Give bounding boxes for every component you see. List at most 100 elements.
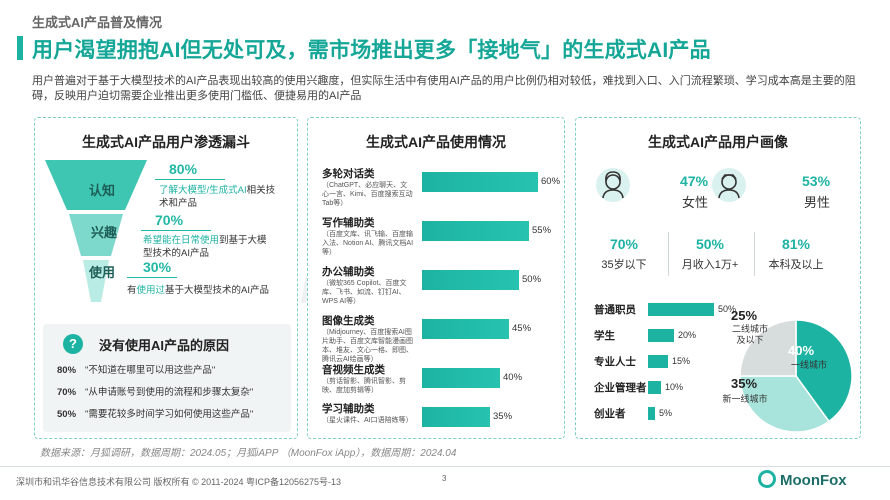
usage-bar-label: 60%	[541, 176, 561, 187]
usage-bar-label: 40%	[503, 372, 523, 383]
funnel-desc-usage: 有使用过基于大模型技术的AI产品	[127, 284, 297, 297]
occupation-name: 普通职员	[594, 304, 636, 316]
occupation-name: 企业管理者	[594, 382, 647, 394]
reasons-title: 没有使用AI产品的原因	[99, 338, 230, 353]
title-accent-bar	[17, 36, 23, 60]
stat-age-label: 35岁以下	[601, 259, 647, 271]
pie-pct-new-first-tier: 35%	[731, 376, 758, 391]
funnel-graphic	[45, 160, 147, 302]
page-number: 3	[442, 474, 447, 483]
stat-divider	[754, 232, 755, 276]
stat-age-value: 70%	[609, 236, 639, 252]
pie-slice-second-tier	[739, 319, 797, 377]
usage-bar	[422, 221, 529, 241]
usage-bar-label: 55%	[532, 225, 552, 236]
usage-panel: 生成式AI产品使用情况 多轮对话类 （ChatGPT、必应聊天、文心一言、Kimi…	[307, 117, 565, 439]
footer-copyright: 深圳市和讯华谷信息技术有限公司 版权所有 © 2011-2024 粤ICP备12…	[16, 477, 342, 487]
usage-bar-label: 50%	[522, 274, 542, 285]
male-pct: 53%	[802, 173, 831, 189]
usage-item-name: 多轮对话类	[322, 168, 375, 180]
usage-item-name: 音视频生成类	[322, 364, 385, 376]
usage-bar	[422, 270, 519, 290]
usage-item-examples: （剪话智影、腾讯智影、剪映、度加剪辑等）	[322, 378, 406, 394]
funnel-desc-rest: 相关技术和产品	[159, 185, 276, 209]
stat-edu-label: 本科及以上	[768, 259, 824, 271]
reason-text: "不知道在哪里可以用这些产品"	[85, 365, 216, 376]
funnel-desc-awareness: 了解大模型/生成式AI相关技术和产品	[159, 184, 277, 210]
moonfox-logo: MoonFox	[758, 470, 847, 489]
usage-item-name: 办公辅助类	[322, 266, 375, 278]
male-user-icon	[712, 168, 746, 202]
occupation-bar	[648, 355, 668, 368]
stat-income-label: 月收入1万+	[681, 259, 739, 271]
data-source: 数据来源：月狐调研，数据周期：2024.05；月狐iAPP （MoonFox i…	[40, 448, 457, 459]
usage-item-examples: （Midjourney、百度搜索AI图片助手、百度文库智能漫画图本、堆友、文心一…	[322, 329, 413, 363]
stat-income-value: 50%	[695, 236, 725, 252]
city-pie-chart	[739, 319, 853, 433]
occupation-name: 学生	[594, 330, 615, 342]
usage-item-name: 图像生成类	[322, 315, 375, 327]
occupation-bar	[648, 407, 655, 420]
pie-slice-first-tier	[795, 319, 853, 423]
pie-pct-first-tier: 40%	[788, 343, 815, 358]
occupation-bar	[648, 329, 674, 342]
usage-bar	[422, 368, 500, 388]
funnel-label-interest: 兴趣	[91, 225, 118, 240]
usage-title: 生成式AI产品使用情况	[366, 134, 506, 150]
portrait-panel: 生成式AI产品用户画像 47% 女性 53% 男性 70% 35岁以下 50% …	[575, 117, 861, 439]
question-icon: ?	[63, 334, 83, 354]
funnel-divider	[155, 179, 225, 180]
usage-bar-label: 35%	[493, 411, 513, 422]
moonfox-logo-icon	[758, 470, 776, 488]
female-label: 女性	[682, 195, 709, 210]
usage-item-examples: （星火课件、AI口语陪练等）	[322, 417, 413, 424]
usage-bar	[422, 319, 509, 339]
intro-text: 用户普遍对于基于大模型技术的AI产品表现出较高的使用兴趣度，但实际生活中有使用A…	[32, 75, 856, 102]
usage-item-name: 学习辅助类	[322, 403, 375, 415]
portrait-title: 生成式AI产品用户画像	[648, 134, 788, 150]
occupation-bar-label: 5%	[659, 408, 673, 418]
pie-slice-new-first-tier	[739, 375, 830, 433]
usage-item-name: 写作辅助类	[322, 217, 375, 229]
usage-bar	[422, 172, 538, 192]
reasons-box: ? 没有使用AI产品的原因 80% "不知道在哪里可以用这些产品" 70% "从申请…	[43, 324, 291, 432]
occupation-bar-label: 15%	[672, 356, 691, 366]
usage-item-examples: （ChatGPT、必应聊天、文心一言、Kimi、百度搜索互动Tab等）	[322, 182, 413, 207]
funnel-pct-awareness: 80%	[169, 161, 198, 177]
reason-pct: 80%	[57, 365, 77, 376]
funnel-stage-awareness	[45, 160, 147, 210]
reason-row: 80% "不知道在哪里可以用这些产品"	[57, 362, 215, 376]
occupation-bar-label: 50%	[718, 304, 737, 314]
pie-pct-second-tier: 25%	[731, 308, 758, 323]
occupation-bar-label: 20%	[678, 330, 697, 340]
funnel-stage-interest	[69, 214, 123, 256]
female-pct: 47%	[680, 173, 709, 189]
pie-label-second-tier: 二线城市 及以下	[731, 324, 768, 345]
occupation-name: 专业人士	[594, 356, 636, 368]
male-label: 男性	[804, 195, 831, 210]
occupation-name: 创业者	[594, 408, 626, 420]
reason-row: 70% "从申请账号到使用的流程和步骤太复杂"	[57, 384, 253, 398]
top-bar	[0, 0, 890, 5]
usage-bar-label: 45%	[512, 323, 532, 334]
logo-text: MoonFox	[780, 472, 847, 489]
funnel-divider	[141, 230, 211, 231]
funnel-label-usage: 使用	[89, 265, 116, 280]
funnel-desc-rest: 基于大模型技术的AI产品	[165, 285, 270, 296]
reason-text: "从申请账号到使用的流程和步骤太复杂"	[85, 387, 254, 398]
occupation-bar	[648, 303, 714, 316]
reason-pct: 70%	[57, 387, 77, 398]
funnel-title: 生成式AI产品用户渗透漏斗	[82, 134, 250, 150]
footer-divider	[0, 466, 890, 467]
stat-edu-value: 81%	[781, 236, 811, 252]
section-tag: 生成式AI产品普及情况	[32, 15, 163, 30]
funnel-desc-interest: 希望能在日常使用到基于大模型技术的AI产品	[143, 234, 273, 260]
funnel-desc-rest: 到基于大模型技术的AI产品	[143, 235, 267, 259]
occupation-bar	[648, 381, 661, 394]
pie-label-new-first-tier: 新一线城市	[722, 394, 768, 404]
reason-row: 50% "需要花较多时间学习如何使用这些产品"	[57, 406, 253, 420]
page-title: 用户渴望拥抱AI但无处可及，需市场推出更多「接地气」的生成式AI产品	[32, 39, 711, 62]
funnel-label-awareness: 认知	[89, 183, 116, 198]
funnel-panel: 生成式AI产品用户渗透漏斗 认知 兴趣 使用 80% 了解大模型/生成式AI相关…	[34, 117, 298, 439]
usage-item-examples: （微软365 Copilot、百度文库、飞书、如流、钉钉AI、WPS AI等）	[322, 280, 407, 305]
